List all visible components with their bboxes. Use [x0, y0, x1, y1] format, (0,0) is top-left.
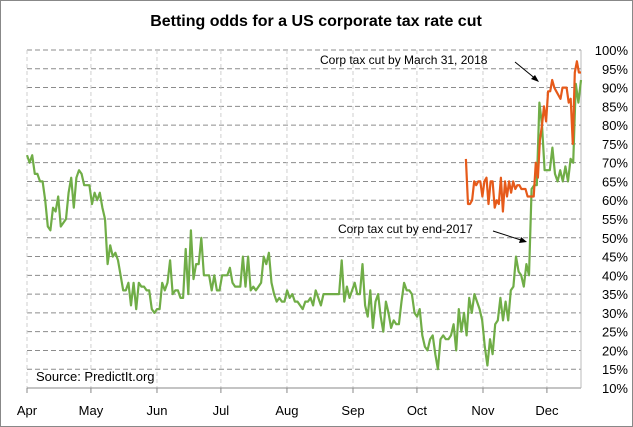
x-tick-label: Nov	[471, 403, 495, 418]
annotation-arrow-end-2017	[492, 230, 525, 242]
y-tick-label: 20%	[602, 343, 628, 358]
y-tick-label: 45%	[602, 250, 628, 265]
arrowhead-icon	[531, 75, 539, 82]
y-tick-label: 80%	[602, 118, 628, 133]
x-tick-label: Jun	[146, 403, 167, 418]
x-tick-label: Jul	[213, 403, 230, 418]
series-lines	[25, 60, 583, 371]
x-tick-label: Oct	[407, 403, 428, 418]
y-tick-label: 85%	[602, 99, 628, 114]
x-axis: Apr May Jun Jul Aug Sep Oct Nov Dec	[17, 50, 582, 418]
y-tick-label: 90%	[602, 81, 628, 96]
arrowhead-icon	[519, 237, 527, 243]
y-tick-label: 65%	[602, 174, 628, 189]
x-tick-label: Sep	[341, 403, 364, 418]
y-tick-label: 60%	[602, 193, 628, 208]
x-tick-label: Dec	[535, 403, 559, 418]
y-tick-label: 30%	[602, 306, 628, 321]
series-line-end-2017	[25, 79, 583, 371]
y-axis: 10% 15% 20% 25% 30% 35% 40% 45% 50% 55% 60% 65% 70% 7…	[595, 43, 629, 396]
x-tick-label: Apr	[17, 403, 38, 418]
chart-title: Betting odds for a US corporate tax rate…	[150, 13, 482, 30]
y-tick-label: 100%	[595, 43, 629, 58]
y-tick-label: 70%	[602, 156, 628, 171]
y-tick-label: 25%	[602, 325, 628, 340]
y-tick-label: 75%	[602, 137, 628, 152]
annotation-march-2018: Corp tax cut by March 31, 2018	[320, 53, 488, 67]
y-tick-label: 40%	[602, 268, 628, 283]
y-tick-label: 10%	[602, 381, 628, 396]
gridlines	[26, 49, 581, 388]
y-tick-label: 35%	[602, 287, 628, 302]
x-tick-label: May	[79, 403, 104, 418]
series-line-march-2018	[464, 60, 581, 213]
y-tick-label: 15%	[602, 362, 628, 377]
y-tick-label: 95%	[602, 62, 628, 77]
y-tick-label: 50%	[602, 231, 628, 246]
annotation-end-2017: Corp tax cut by end-2017	[338, 222, 473, 236]
source-label: Source: PredictIt.org	[36, 369, 155, 384]
y-tick-label: 55%	[602, 212, 628, 227]
x-tick-label: Aug	[275, 403, 298, 418]
